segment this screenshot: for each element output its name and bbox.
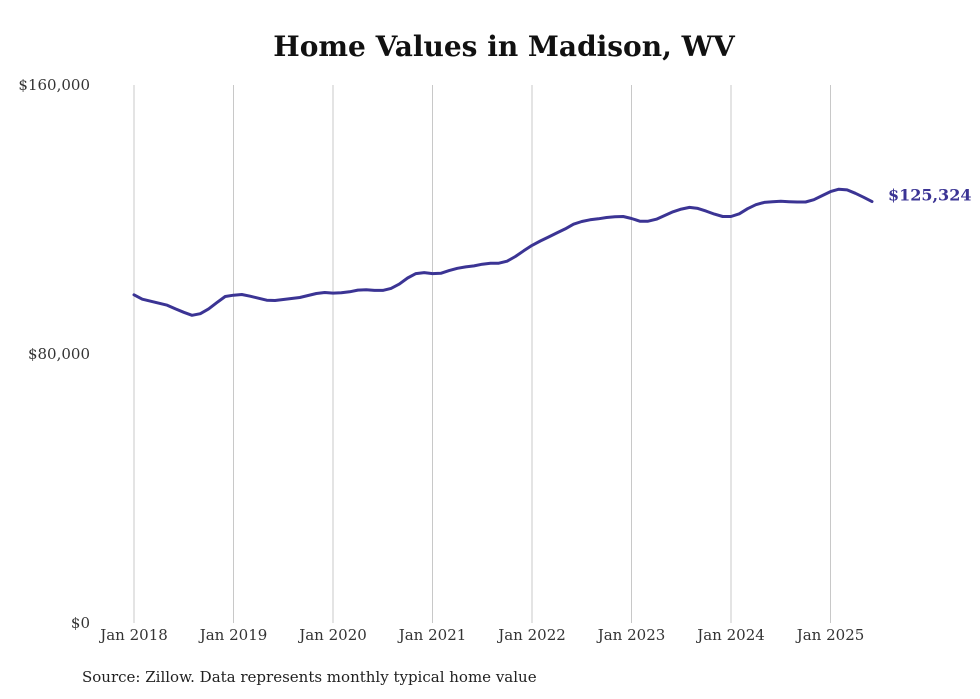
grid-lines bbox=[133, 85, 831, 623]
y-tick-label: $160,000 bbox=[18, 76, 90, 94]
x-tick-label: Jan 2022 bbox=[496, 626, 566, 644]
x-tick-label: Jan 2019 bbox=[198, 626, 268, 644]
y-tick-label: $0 bbox=[71, 614, 90, 632]
x-tick-label: Jan 2021 bbox=[397, 626, 467, 644]
x-tick-label: Jan 2023 bbox=[596, 626, 666, 644]
x-axis-ticks: Jan 2018 Jan 2019 Jan 2020 Jan 2021 Jan 2022… bbox=[98, 626, 864, 644]
x-tick-label: Jan 2020 bbox=[297, 626, 367, 644]
x-tick-label: Jan 2018 bbox=[98, 626, 168, 644]
end-value-label: $125,324 bbox=[888, 186, 972, 205]
x-tick-label: Jan 2024 bbox=[695, 626, 765, 644]
source-note: Source: Zillow. Data represents monthly … bbox=[82, 668, 537, 686]
y-tick-label: $80,000 bbox=[28, 345, 90, 363]
chart-title: Home Values in Madison, WV bbox=[273, 30, 735, 63]
y-axis-ticks: $160,000 $80,000 $0 bbox=[18, 76, 90, 632]
x-tick-label: Jan 2025 bbox=[795, 626, 865, 644]
series-layer bbox=[132, 187, 874, 317]
series-line bbox=[132, 187, 874, 317]
